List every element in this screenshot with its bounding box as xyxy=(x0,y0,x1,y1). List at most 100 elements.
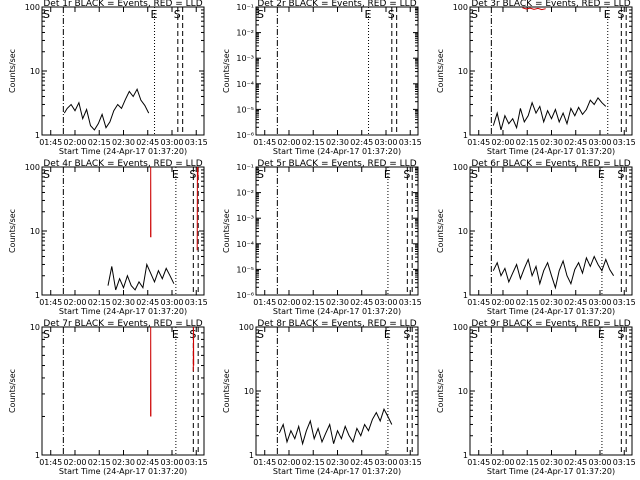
x-tick-label: 02:15 xyxy=(302,298,325,307)
x-tick-label: 02:15 xyxy=(516,298,539,307)
x-tick-label: 03:15 xyxy=(613,138,636,147)
y-axis-label: Counts/sec xyxy=(436,369,445,413)
y-tick-label: 10 xyxy=(30,67,40,76)
x-tick-label: 02:15 xyxy=(516,138,539,147)
x-tick-label: 03:00 xyxy=(160,138,183,147)
x-tick-label: 02:45 xyxy=(564,458,587,467)
marker-label: S xyxy=(617,328,624,341)
x-tick-label: 02:45 xyxy=(136,458,159,467)
x-tick-label: 03:15 xyxy=(613,458,636,467)
x-tick-label: 02:45 xyxy=(564,138,587,147)
y-tick-label: 1 xyxy=(463,131,468,140)
y-tick-label: 1 xyxy=(35,291,40,300)
x-axis-label: Start Time (24-Apr-17 01:37:20) xyxy=(273,147,401,156)
x-tick-label: 01:45 xyxy=(39,298,62,307)
events-series-line xyxy=(63,87,150,131)
y-axis-label: Counts/sec xyxy=(222,49,231,93)
events-series-line xyxy=(492,97,607,131)
panel-title: Det 3r BLACK = Events, RED = LLD xyxy=(471,0,630,9)
x-tick-label: 02:15 xyxy=(88,298,111,307)
y-axis-label: Counts/sec xyxy=(222,209,231,253)
x-tick-label: 03:15 xyxy=(399,298,422,307)
axes-frame xyxy=(255,6,419,136)
x-tick-label: 03:00 xyxy=(374,298,397,307)
x-tick-label: 02:30 xyxy=(540,138,563,147)
y-tick-label: 1 xyxy=(249,451,254,460)
y-tick-label: 100 xyxy=(453,3,468,12)
x-tick-label: 02:30 xyxy=(540,458,563,467)
x-tick-label: 03:00 xyxy=(160,458,183,467)
x-tick-label: 02:00 xyxy=(491,298,514,307)
marker-label: S xyxy=(471,328,478,341)
x-tick-label: 02:45 xyxy=(350,138,373,147)
x-tick-label: 01:45 xyxy=(253,458,276,467)
x-tick-label: 01:45 xyxy=(253,138,276,147)
x-tick-label: 03:00 xyxy=(588,138,611,147)
marker-label: S xyxy=(43,8,50,21)
y-tick-label: 10⁻¹ xyxy=(236,163,254,172)
x-tick-label: 01:45 xyxy=(253,298,276,307)
x-tick-label: 02:15 xyxy=(516,458,539,467)
x-tick-label: 02:45 xyxy=(350,458,373,467)
x-tick-label: 03:15 xyxy=(185,458,208,467)
axes-frame xyxy=(41,326,205,456)
y-tick-label: 1 xyxy=(463,451,468,460)
marker-label: S xyxy=(388,8,395,21)
x-tick-label: 02:00 xyxy=(277,138,300,147)
panel-title: Det 5r BLACK = Events, RED = LLD xyxy=(257,159,416,169)
marker-label: S xyxy=(403,168,410,181)
x-tick-label: 02:00 xyxy=(63,138,86,147)
x-axis-label: Start Time (24-Apr-17 01:37:20) xyxy=(59,307,187,316)
axes-frame xyxy=(469,166,633,296)
y-tick-label: 10⁻³ xyxy=(236,54,254,63)
x-tick-label: 02:30 xyxy=(540,298,563,307)
marker-label: S xyxy=(617,168,624,181)
x-tick-label: 02:30 xyxy=(112,138,135,147)
y-tick-label: 100 xyxy=(239,323,254,332)
y-axis-label: Counts/sec xyxy=(8,209,17,253)
y-tick-label: 10 xyxy=(458,227,468,236)
panel-title: Det 8r BLACK = Events, RED = LLD xyxy=(257,319,416,329)
y-tick-label: 10⁻⁶ xyxy=(236,291,254,300)
x-tick-label: 02:00 xyxy=(491,138,514,147)
y-tick-label: 10⁻⁴ xyxy=(236,240,254,249)
panel-title: Det 4r BLACK = Events, RED = LLD xyxy=(43,159,202,169)
x-tick-label: 01:45 xyxy=(39,458,62,467)
y-tick-label: 10 xyxy=(244,387,254,396)
x-tick-label: 03:00 xyxy=(374,458,397,467)
y-tick-label: 10⁻¹ xyxy=(236,3,254,12)
x-tick-label: 03:15 xyxy=(613,298,636,307)
x-tick-label: 02:15 xyxy=(302,458,325,467)
y-axis-label: Counts/sec xyxy=(436,49,445,93)
x-tick-label: 01:45 xyxy=(467,298,490,307)
x-tick-label: 02:30 xyxy=(326,298,349,307)
x-tick-label: 02:45 xyxy=(350,298,373,307)
marker-label: S xyxy=(617,8,624,21)
marker-label: E xyxy=(598,328,605,341)
marker-label: S xyxy=(257,168,264,181)
x-tick-label: 02:45 xyxy=(564,298,587,307)
x-tick-label: 02:00 xyxy=(277,298,300,307)
x-axis-label: Start Time (24-Apr-17 01:37:20) xyxy=(59,147,187,156)
panel-title: Det 9r BLACK = Events, RED = LLD xyxy=(471,319,630,329)
y-tick-label: 10 xyxy=(458,67,468,76)
y-tick-label: 10 xyxy=(30,323,40,332)
x-axis-label: Start Time (24-Apr-17 01:37:20) xyxy=(273,307,401,316)
x-tick-label: 02:00 xyxy=(63,298,86,307)
x-tick-label: 03:00 xyxy=(588,298,611,307)
x-tick-label: 03:00 xyxy=(588,458,611,467)
panel-title: Det 2r BLACK = Events, RED = LLD xyxy=(257,0,416,9)
x-tick-label: 03:15 xyxy=(185,138,208,147)
x-tick-label: 03:15 xyxy=(399,138,422,147)
axes-frame xyxy=(41,6,205,136)
marker-label: S xyxy=(174,8,181,21)
x-axis-label: Start Time (24-Apr-17 01:37:20) xyxy=(59,467,187,476)
x-tick-label: 02:30 xyxy=(326,458,349,467)
